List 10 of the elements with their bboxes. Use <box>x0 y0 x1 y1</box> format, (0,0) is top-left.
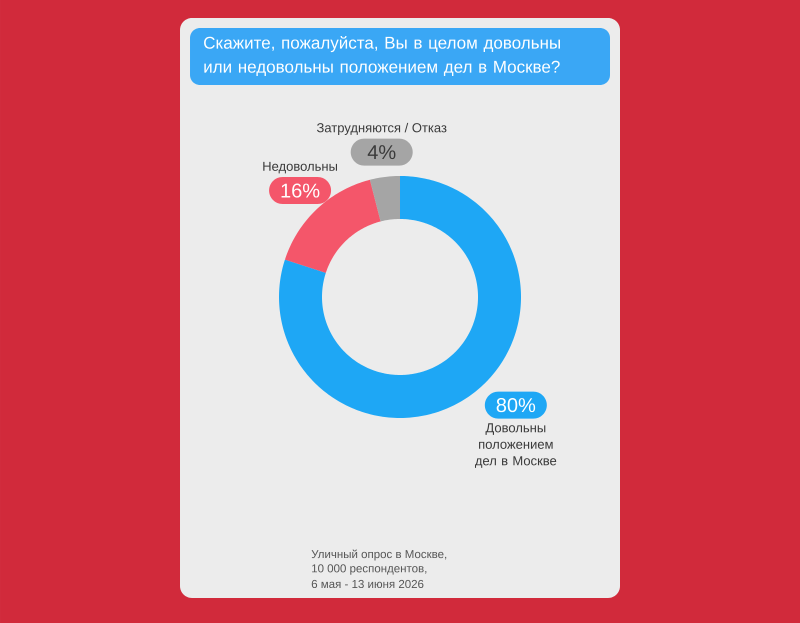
data-label: 16% <box>282 183 320 198</box>
legend-label: Довольны положением дел в Москве <box>474 423 556 468</box>
data-label: 4% <box>368 145 396 160</box>
text: 10 000 респондентов, <box>312 564 426 575</box>
chart-title: Скажите, пожалуйста, Вы в целом довольны или недовольны положением дел в Москве? <box>204 36 560 76</box>
slice-label: Недовольны <box>263 162 337 174</box>
text: Уличный опрос в Москве, <box>312 550 446 560</box>
text: 6 мая - 13 июня 2026 <box>312 580 424 588</box>
data-label: 80% <box>496 398 536 412</box>
slice-label: Затрудняются / Отказ <box>316 122 446 135</box>
